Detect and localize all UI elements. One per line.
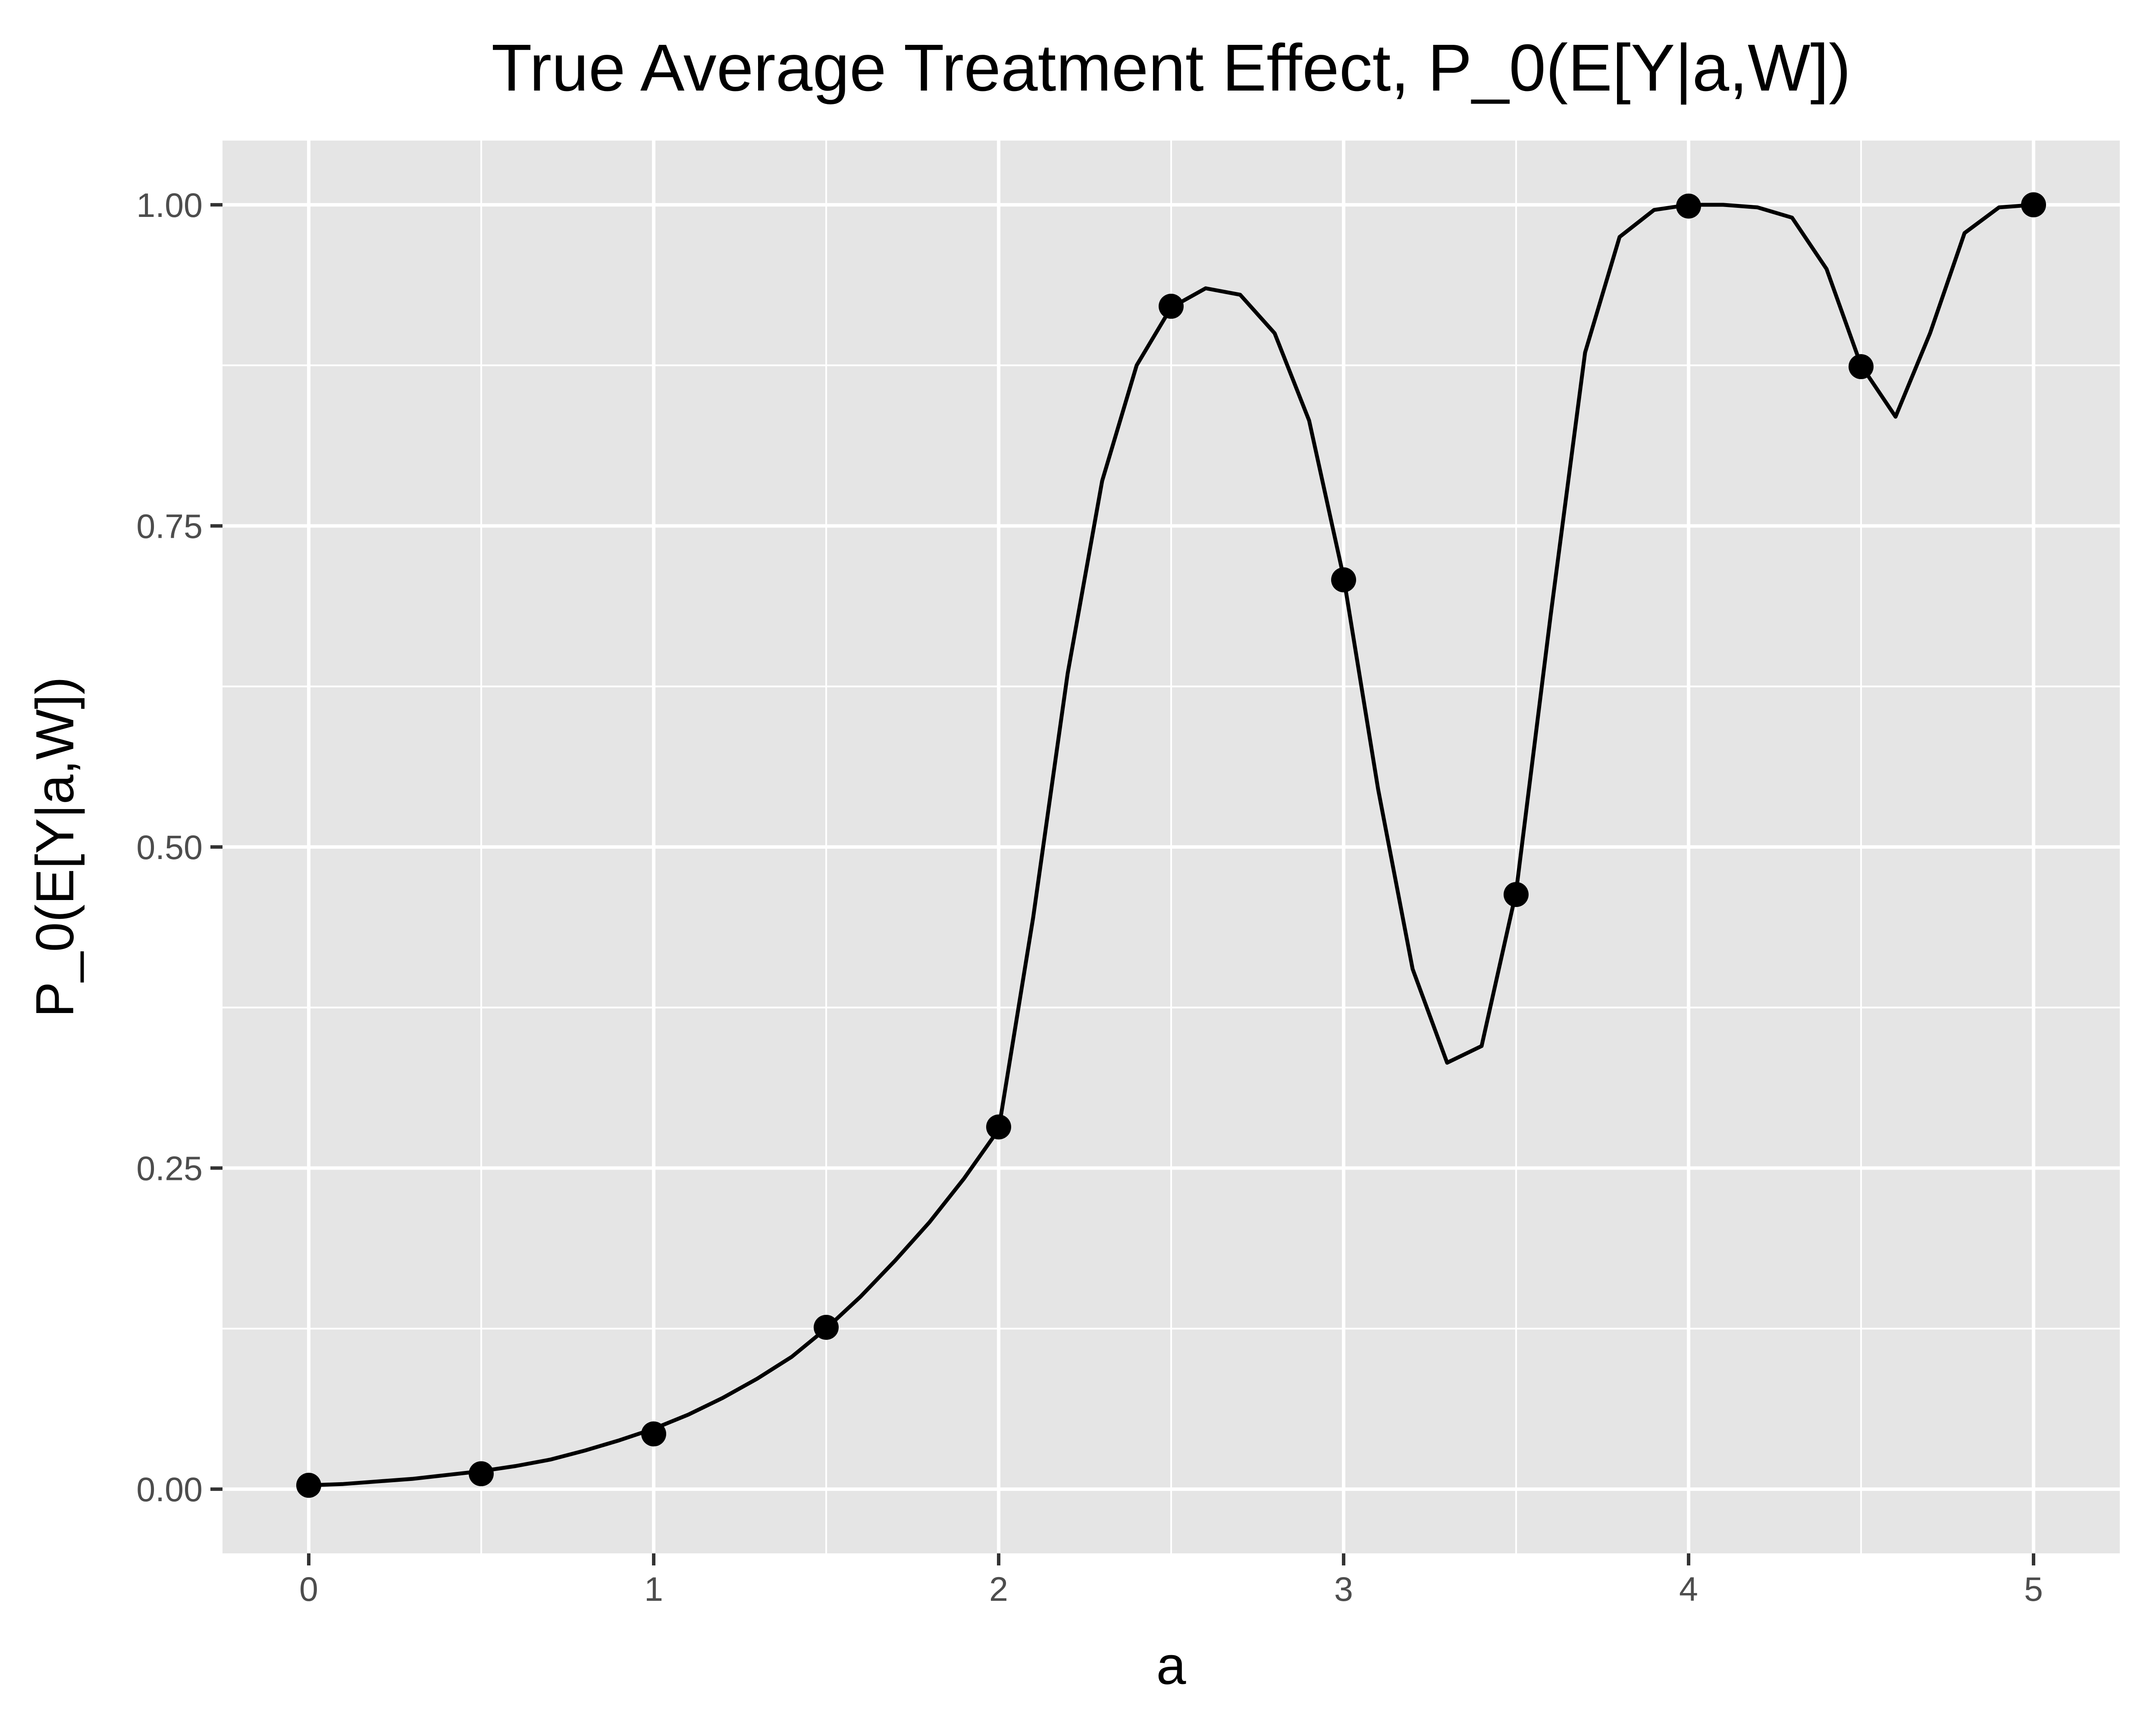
x-tick-label: 3: [1334, 1570, 1353, 1608]
grid-major: [222, 141, 2120, 1553]
axes-layer: 0 1 2 3 4 5 0.00 0.25 0.50 0.75 1.00: [136, 186, 2043, 1608]
y-tick-label: 0.25: [136, 1149, 203, 1188]
y-tick-label: 0.75: [136, 507, 203, 545]
y-tick-label: 0.50: [136, 828, 203, 866]
data-point: [1504, 882, 1529, 907]
data-point: [296, 1473, 321, 1498]
x-axis-title: a: [1156, 1636, 1186, 1696]
data-point: [2021, 192, 2046, 217]
data-point: [1676, 193, 1701, 219]
data-point: [1159, 294, 1184, 319]
x-tick-label: 5: [2024, 1570, 2043, 1608]
x-tick-label: 2: [989, 1570, 1008, 1608]
data-point: [814, 1314, 839, 1340]
data-point: [1849, 354, 1874, 380]
x-tick-label: 4: [1679, 1570, 1698, 1608]
y-tick-label: 1.00: [136, 186, 203, 224]
chart-title: True Average Treatment Effect, P_0(E[Y|a…: [492, 31, 1851, 105]
y-axis-title: P_0(E[Y|a,W]): [25, 677, 85, 1017]
data-point: [986, 1114, 1011, 1140]
data-point: [469, 1461, 494, 1487]
data-point: [641, 1421, 666, 1447]
x-tick-label: 1: [644, 1570, 663, 1608]
series-layer: [296, 192, 2046, 1498]
x-tick-label: 0: [299, 1570, 318, 1608]
data-point: [1331, 567, 1356, 593]
y-tick-label: 0.00: [136, 1470, 203, 1509]
